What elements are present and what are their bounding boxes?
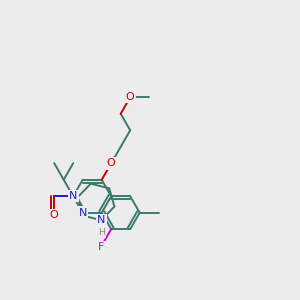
Text: N: N	[79, 208, 87, 218]
Text: H: H	[98, 228, 105, 237]
Text: N: N	[69, 191, 77, 201]
Text: O: O	[107, 158, 116, 168]
Text: O: O	[126, 92, 135, 102]
Text: N: N	[69, 191, 77, 201]
Text: O: O	[126, 92, 135, 102]
Text: F: F	[98, 242, 104, 252]
Text: F: F	[98, 242, 104, 252]
Text: O: O	[50, 210, 58, 220]
Text: N: N	[97, 215, 105, 225]
Text: O: O	[107, 158, 116, 168]
Text: O: O	[50, 210, 58, 220]
Text: N: N	[79, 208, 87, 218]
Text: N: N	[97, 215, 105, 225]
Text: H: H	[98, 227, 105, 236]
